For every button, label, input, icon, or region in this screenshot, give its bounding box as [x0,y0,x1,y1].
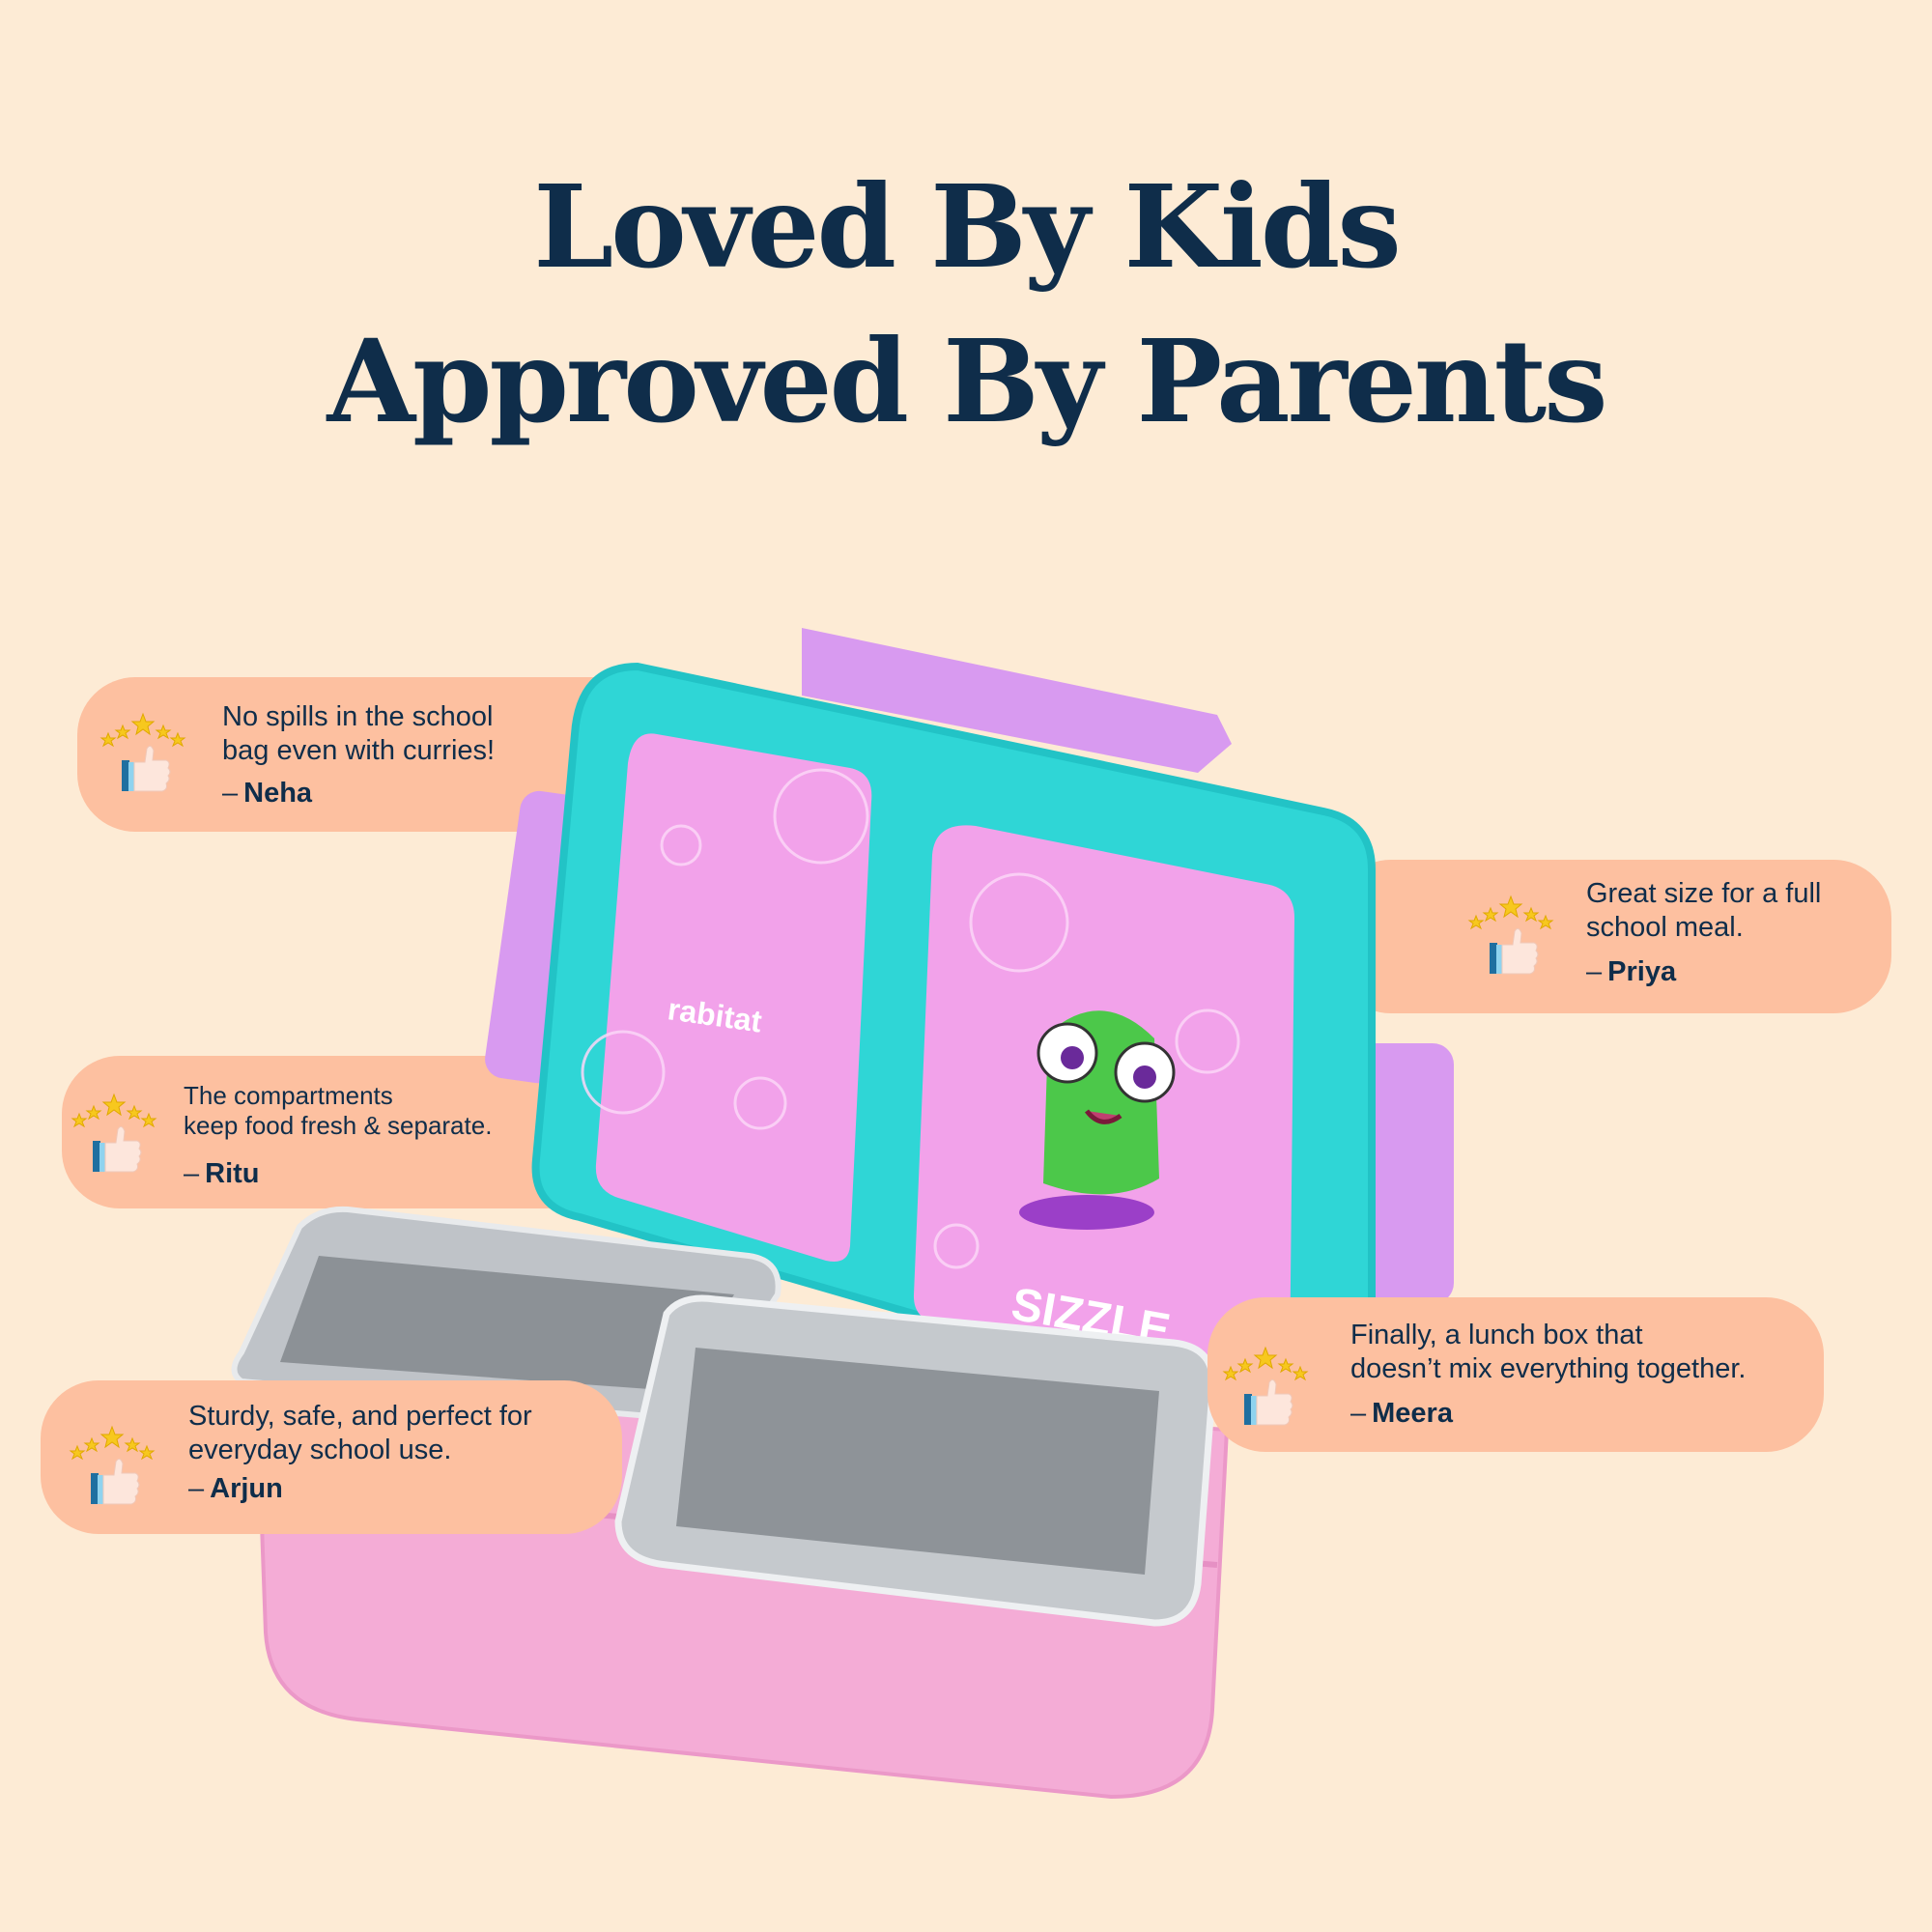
review-card-ritu: The compartments keep food fresh & separa… [62,1056,603,1208]
review-card-arjun: Sturdy, safe, and perfect for everyday sc… [41,1380,622,1534]
review-text: The compartments keep food fresh & separa… [184,1081,492,1141]
review-text: Sturdy, safe, and perfect for everyday sc… [188,1400,532,1467]
review-line: everyday school use. [188,1435,452,1465]
author-name: Meera [1372,1398,1453,1429]
review-author: – Priya [1586,956,1676,988]
review-line: Great size for a full [1586,878,1822,909]
review-text: Finally, a lunch box that doesn’t mix eve… [1350,1319,1746,1386]
heading-line-1: Loved By Kids [533,159,1402,294]
author-name: Priya [1607,956,1677,987]
review-author: – Neha [222,778,312,810]
heading-line-2: Approved By Parents [327,314,1607,448]
monster-character [1019,1010,1176,1230]
review-line: The compartments [184,1081,393,1110]
review-card-meera: Finally, a lunch box that doesn’t mix eve… [1208,1297,1824,1452]
review-card-priya: Great size for a full school meal. – Priya [1333,860,1891,1013]
review-author: – Ritu [184,1158,260,1190]
author-name: Arjun [210,1473,283,1504]
review-line: doesn’t mix everything together. [1350,1353,1747,1384]
review-line: bag even with curries! [222,735,496,766]
dash: – [222,778,239,809]
dash: – [184,1158,200,1189]
steel-compartments [231,1206,1216,1627]
review-line: school meal. [1586,912,1744,943]
review-author: – Meera [1350,1398,1453,1430]
five-stars-thumbs-up-icon [68,1425,156,1512]
review-line: No spills in the school [222,701,494,732]
author-name: Neha [243,778,313,809]
top-clip [802,628,1232,773]
dash: – [1350,1398,1367,1429]
lid-panel-left [595,733,872,1262]
review-text: No spills in the school bag even with cur… [222,700,495,768]
dash: – [1586,956,1603,987]
review-author: – Arjun [188,1473,283,1505]
review-line: Sturdy, safe, and perfect for [188,1401,532,1432]
dash: – [188,1473,205,1504]
review-text: Great size for a full school meal. [1586,877,1821,945]
review-line: Finally, a lunch box that [1350,1320,1643,1350]
author-name: Ritu [205,1158,260,1189]
review-line: keep food fresh & separate. [184,1111,493,1140]
five-stars-thumbs-up-icon [1221,1346,1310,1433]
